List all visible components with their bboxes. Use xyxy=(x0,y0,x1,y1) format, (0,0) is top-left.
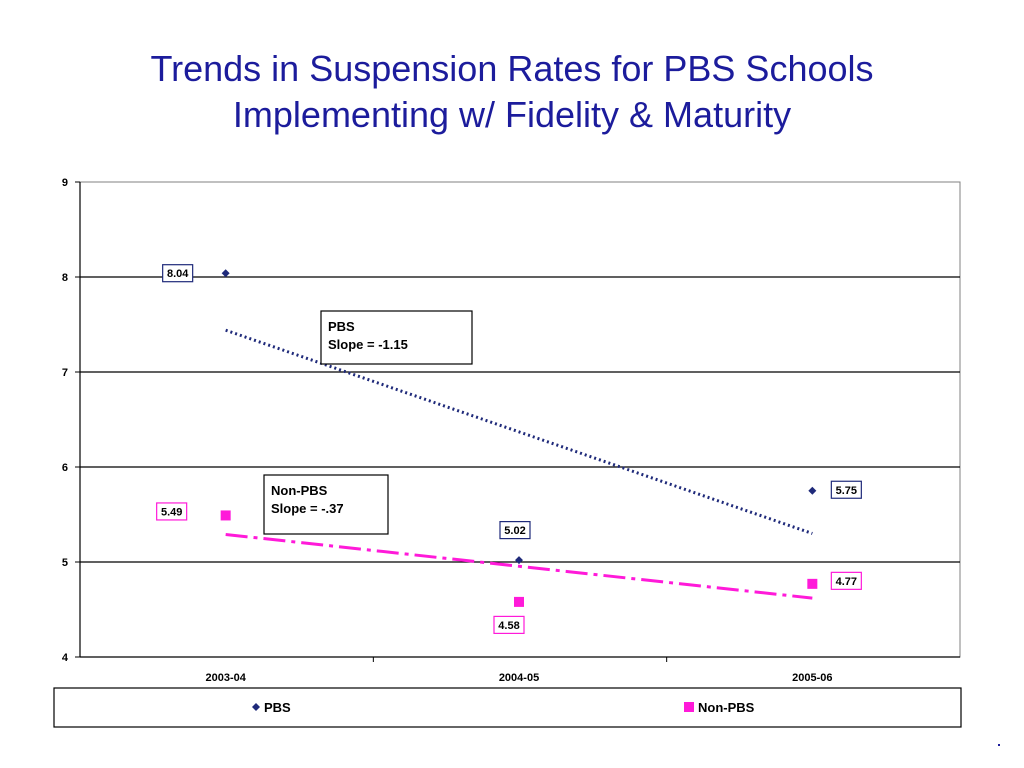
pbs-data-label-text: 8.04 xyxy=(167,268,189,280)
title-line-2: Implementing w/ Fidelity & Maturity xyxy=(232,94,792,135)
y-tick-label: 8 xyxy=(62,272,68,284)
non-pbs-slope-annotation-line-1: Non-PBS xyxy=(271,483,328,498)
non-pbs-data-label-box xyxy=(493,615,525,635)
pbs-data-label: 5.75 xyxy=(830,480,862,499)
non-pbs-point xyxy=(807,578,818,589)
x-tick-label: 2003-04 xyxy=(205,672,246,684)
non-pbs-slope-annotation: Non-PBS Slope = -.37 xyxy=(263,474,389,535)
pbs-slope-annotation-box xyxy=(320,310,473,365)
non-pbs-data-label: 4.58 xyxy=(493,615,525,635)
non-pbs-data-label-text: 4.58 xyxy=(498,620,519,632)
non-pbs-point xyxy=(514,596,524,607)
x-tick-label: 2005-06 xyxy=(792,672,832,684)
legend-pbs-label: PBS xyxy=(264,700,291,715)
y-tick-label: 7 xyxy=(62,367,68,379)
legend-pbs-marker xyxy=(252,703,260,711)
legend: PBS Non-PBS xyxy=(53,687,962,728)
pbs-data-label-box xyxy=(830,480,862,499)
non-pbs-data-label: 5.49 xyxy=(156,502,188,521)
pbs-point xyxy=(808,486,817,495)
non-pbs-data-label-text: 4.77 xyxy=(836,576,857,588)
non-pbs-slope-annotation-box xyxy=(263,474,389,535)
pbs-slope-annotation-line-1: PBS xyxy=(328,319,355,334)
non-pbs-slope-annotation-line-2: Slope = -.37 xyxy=(271,501,344,516)
pbs-data-label-text: 5.75 xyxy=(836,485,857,497)
non-pbs-data-label-text: 5.49 xyxy=(161,506,182,518)
pbs-data-label-box xyxy=(162,264,194,283)
pbs-point xyxy=(515,556,523,565)
pbs-data-label-text: 5.02 xyxy=(504,525,525,537)
pbs-data-label: 5.02 xyxy=(499,520,531,540)
legend-non-pbs-marker xyxy=(684,702,694,712)
non-pbs-data-label: 4.77 xyxy=(830,571,862,590)
legend-box xyxy=(53,687,962,728)
y-tick-label: 6 xyxy=(62,462,68,474)
pbs-slope-annotation: PBS Slope = -1.15 xyxy=(320,310,473,365)
title-line-1: Trends in Suspension Rates for PBS Schoo… xyxy=(150,48,874,89)
y-tick-label: 4 xyxy=(62,652,69,664)
legend-non-pbs-label: Non-PBS xyxy=(698,700,755,715)
corner-dot xyxy=(998,744,1000,746)
pbs-data-label: 8.04 xyxy=(162,264,194,283)
x-tick-label: 2004-05 xyxy=(499,672,539,684)
non-pbs-trendline xyxy=(225,532,813,600)
non-pbs-data-label-box xyxy=(156,502,188,521)
pbs-slope-annotation-line-2: Slope = -1.15 xyxy=(328,337,408,352)
y-tick-label: 5 xyxy=(62,557,68,569)
plot-area xyxy=(79,181,961,658)
pbs-trendline xyxy=(225,328,813,535)
pbs-point xyxy=(221,269,230,278)
non-pbs-point xyxy=(220,510,231,521)
y-tick-label: 9 xyxy=(62,177,68,189)
pbs-data-label-box xyxy=(499,520,531,540)
slide-title: Trends in Suspension Rates for PBS Schoo… xyxy=(0,46,1024,138)
non-pbs-data-label-box xyxy=(830,571,862,590)
